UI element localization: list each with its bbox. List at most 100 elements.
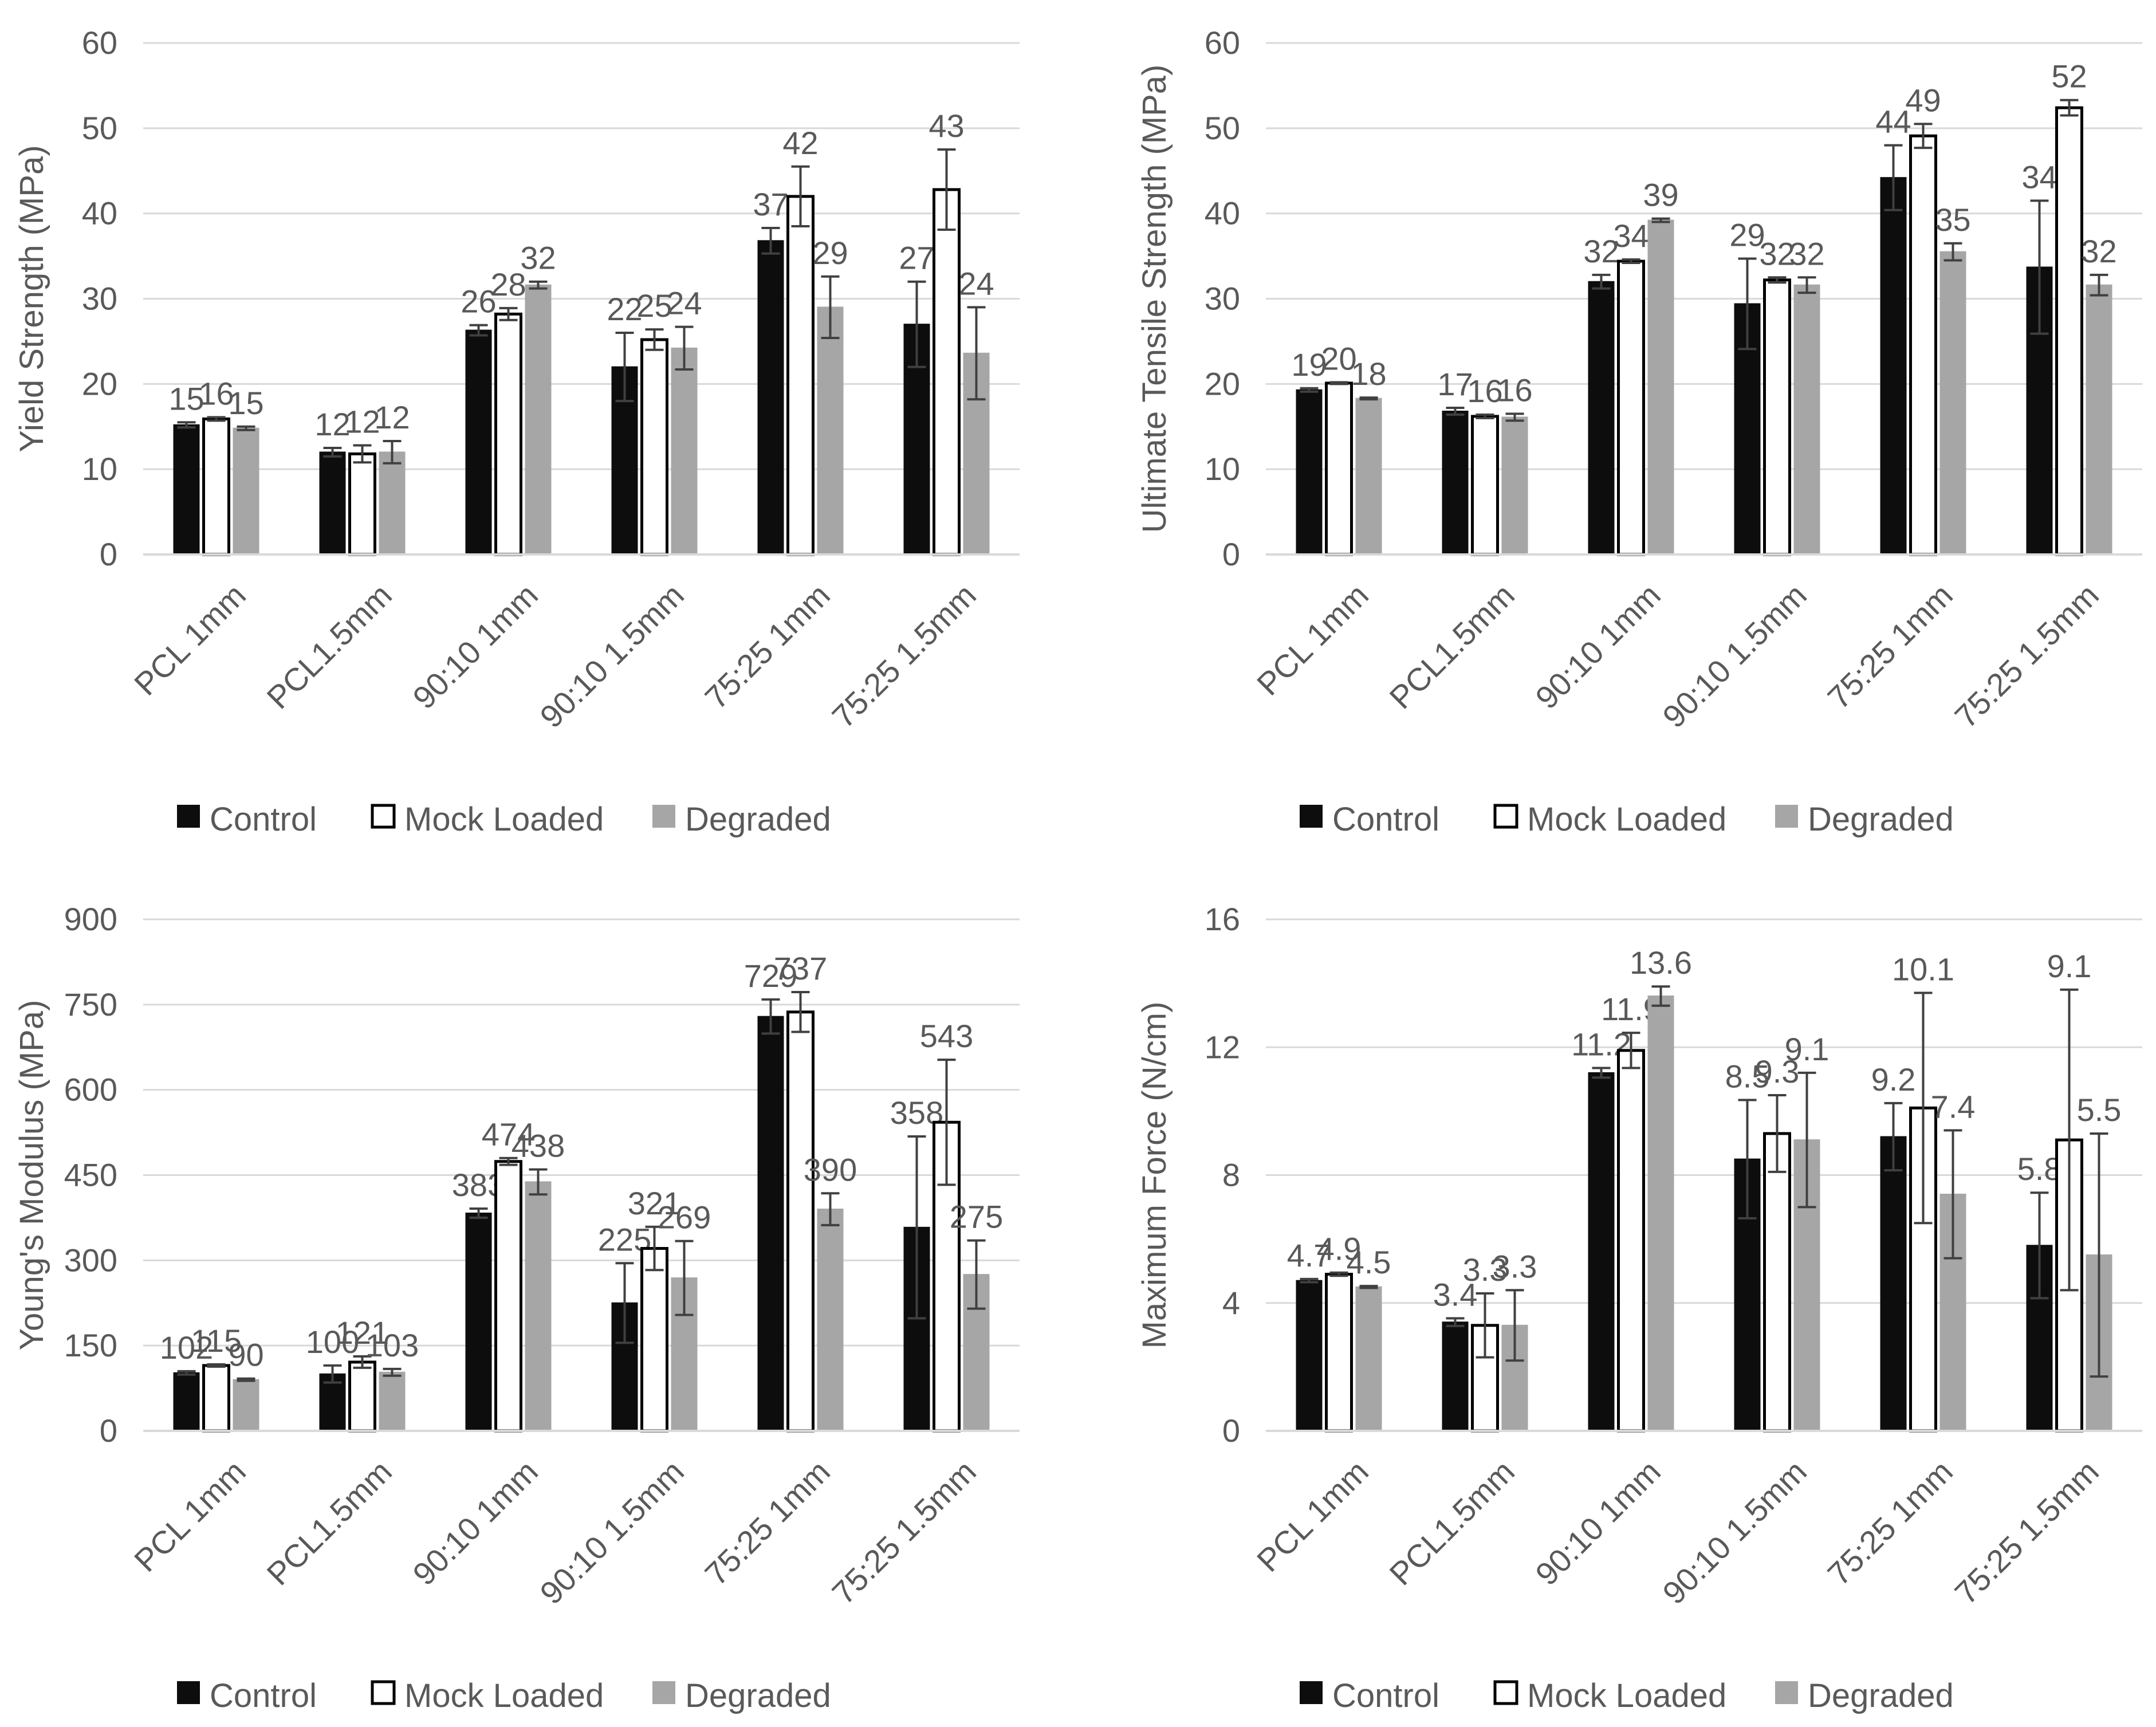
- y-tick-label: 750: [64, 986, 117, 1022]
- data-label: 22: [607, 291, 642, 327]
- data-label: 4.9: [1317, 1231, 1362, 1267]
- bar-degraded-90-10-1mm: [1647, 995, 1674, 1431]
- error-bar-degraded-90-10-1-5mm: [675, 325, 694, 371]
- bar-mock-loaded-pcl-1mm: [1325, 1273, 1353, 1433]
- legend-swatch-control: [177, 805, 200, 828]
- bar-degraded-pcl-1mm: [1355, 398, 1382, 555]
- bar-control-pcl1-5mm: [1442, 410, 1469, 556]
- legend-label-control: Control: [210, 1677, 317, 1714]
- y-tick-label: 50: [82, 110, 117, 146]
- error-bar-control-pcl-1mm: [177, 421, 196, 429]
- error-bar-control-90-10-1mm: [469, 1207, 488, 1219]
- legend-swatch-mock: [371, 1680, 396, 1705]
- error-bar-mock-loaded-90-10-1-5mm: [645, 1225, 664, 1272]
- data-label: 729: [744, 958, 797, 994]
- error-bar-degraded-pcl1-5mm: [383, 440, 402, 465]
- bar-control-pcl-1mm: [1296, 1280, 1323, 1432]
- error-bar-control-90-10-1-5mm: [615, 332, 634, 403]
- data-label: 438: [512, 1128, 565, 1164]
- data-label: 32: [1759, 235, 1795, 272]
- data-label: 44: [1875, 104, 1911, 140]
- data-label: 100: [306, 1324, 359, 1360]
- data-label: 24: [958, 265, 994, 301]
- bar-mock-loaded-75-25-1mm: [786, 1010, 815, 1433]
- error-bar-degraded-pcl-1mm: [1359, 1285, 1378, 1289]
- x-tick-label: 75:25 1.5mm: [1948, 1453, 2106, 1611]
- y-tick-label: 60: [1205, 25, 1240, 61]
- data-label: 3.4: [1433, 1277, 1478, 1313]
- legend-label-mock: Mock Loaded: [404, 1677, 604, 1714]
- bar-degraded-pcl-1mm: [233, 427, 259, 556]
- legend-swatch-degraded: [652, 805, 675, 828]
- y-tick-label: 10: [82, 451, 117, 487]
- bar-control-pcl-1mm: [1296, 389, 1323, 555]
- y-tick-label: 4: [1222, 1285, 1240, 1321]
- data-label: 5.5: [2077, 1092, 2122, 1128]
- error-bar-degraded-90-10-1mm: [1651, 217, 1670, 223]
- data-label: 121: [336, 1315, 389, 1351]
- error-bar-degraded-75-25-1-5mm: [2090, 1132, 2108, 1378]
- y-tick-label: 50: [1205, 110, 1240, 146]
- bar-control-90-10-1mm: [1588, 281, 1615, 555]
- error-bar-control-90-10-1-5mm: [1738, 257, 1757, 351]
- error-bar-degraded-pcl1-5mm: [383, 1367, 402, 1377]
- legend-swatch-mock: [1493, 1680, 1518, 1705]
- data-label: 34: [2021, 159, 2057, 195]
- bar-degraded-pcl1-5mm: [379, 451, 406, 556]
- legend-swatch-mock: [1493, 804, 1518, 829]
- data-label: 102: [160, 1329, 213, 1366]
- bar-degraded-90-10-1-5mm: [1793, 284, 1820, 555]
- error-bar-degraded-75-25-1-5mm: [967, 1239, 986, 1310]
- data-label: 35: [1935, 202, 1970, 238]
- legend-label-degraded: Degraded: [685, 801, 831, 838]
- maximum-force-chart: 0 4 8 12 16 Maximum Force (N/cm) 4.7 4.9 4.5 PCL …: [1123, 876, 2154, 1727]
- data-label: 12: [344, 403, 380, 439]
- bar-mock-loaded-90-10-1-5mm: [640, 1246, 668, 1433]
- data-label: 9.3: [1755, 1053, 1800, 1089]
- bar-mock-loaded-90-10-1-5mm: [1763, 278, 1791, 556]
- legend-swatch-degraded: [1775, 805, 1798, 828]
- error-bar-control-75-25-1-5mm: [2030, 1191, 2049, 1300]
- error-bar-mock-loaded-75-25-1-5mm: [937, 148, 956, 231]
- error-bar-control-pcl1-5mm: [323, 446, 342, 458]
- bar-control-pcl1-5mm: [319, 451, 346, 556]
- legend-label-degraded: Degraded: [685, 1677, 831, 1714]
- y-tick-label: 12: [1205, 1029, 1240, 1065]
- x-tick-label: 90:10 1.5mm: [533, 1453, 691, 1611]
- x-tick-label: PCL1.5mm: [1382, 577, 1521, 716]
- data-label: 275: [950, 1199, 1003, 1235]
- x-tick-label: PCL 1mm: [127, 577, 253, 702]
- error-bar-control-75-25-1mm: [761, 226, 780, 255]
- data-label: 24: [666, 285, 702, 321]
- legend-swatch-mock: [371, 804, 396, 829]
- x-tick-label: 75:25 1mm: [1820, 1453, 1960, 1592]
- y-tick-label: 450: [64, 1157, 117, 1193]
- legend-swatch-degraded: [1775, 1681, 1798, 1704]
- chart-svg: 0 4 8 12 16 Maximum Force (N/cm) 4.74.94.5 PCL …: [1136, 901, 2142, 1714]
- bar-control-75-25-1mm: [757, 1016, 784, 1432]
- legend-label-degraded: Degraded: [1808, 1677, 1954, 1714]
- y-tick-label: 900: [64, 901, 117, 937]
- error-bar-control-pcl1-5mm: [1446, 1317, 1465, 1327]
- x-tick-label: 90:10 1.5mm: [1655, 1453, 1813, 1611]
- bar-control-75-25-1mm: [1880, 1136, 1907, 1431]
- error-bar-control-pcl-1mm: [1300, 1277, 1319, 1284]
- data-label: 18: [1351, 356, 1386, 392]
- legend-label-control: Control: [210, 801, 317, 838]
- error-bar-control-75-25-1mm: [761, 998, 780, 1035]
- data-label: 15: [168, 380, 204, 416]
- x-tick-label: 90:10 1.5mm: [533, 577, 691, 735]
- y-tick-label: 600: [64, 1072, 117, 1108]
- data-label: 10.1: [1892, 951, 1954, 987]
- chart-svg: 0 10 20 30 40 50 60 Ultimate Tensile Strength (…: [1136, 25, 2142, 838]
- error-bar-degraded-pcl1-5mm: [1505, 1289, 1524, 1362]
- error-bar-control-pcl1-5mm: [323, 1364, 342, 1384]
- error-bar-degraded-75-25-1-5mm: [967, 306, 986, 401]
- x-tick-label: 90:10 1mm: [406, 1453, 545, 1592]
- data-label: 8.5: [1725, 1058, 1770, 1094]
- legend-swatch-control: [177, 1681, 200, 1704]
- data-label: 90: [228, 1337, 263, 1373]
- bar-mock-loaded-75-25-1mm: [786, 195, 815, 556]
- yield-strength-chart: 0 10 20 30 40 50 60 Yield Strength (MPa) 15 16 15 P…: [0, 0, 1031, 851]
